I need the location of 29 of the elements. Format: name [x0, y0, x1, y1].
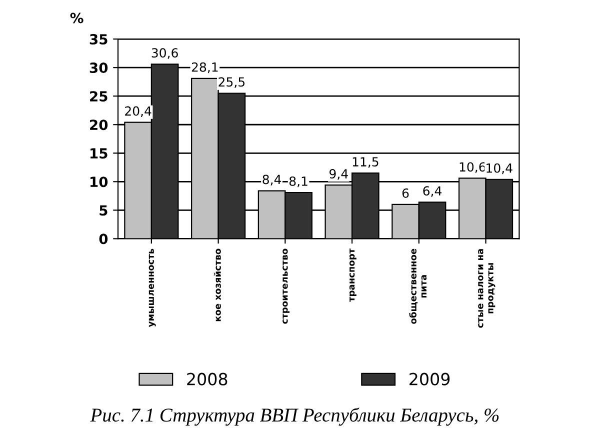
data-label: 28,1 [192, 62, 218, 74]
y-tick-label: 30 [90, 62, 108, 74]
data-label: 11,5 [352, 157, 378, 168]
data-label: 6,4 [423, 186, 442, 197]
y-tick-label: 15 [90, 148, 108, 159]
data-label: 9,4 [330, 169, 348, 180]
y-tick-label: 25 [90, 91, 108, 102]
data-label: 8,1 [289, 176, 308, 188]
text: Рис. 7.1 Структура ВВП Республики Беларусь, % [90, 408, 499, 426]
data-label: 10,4 [486, 163, 512, 174]
legend-label: 2008 [187, 372, 228, 386]
data-label: 20,4 [125, 106, 152, 118]
data-label: 6 [402, 188, 409, 198]
y-tick-label: 20 [90, 120, 108, 130]
y-axis-title: % [70, 12, 84, 24]
x-tick-label: кое хозяйство [214, 248, 221, 322]
y-tick-label: 10 [90, 176, 108, 188]
data-label: 8,4 [262, 174, 282, 186]
x-tick-label: умышленность [148, 248, 156, 328]
y-tick-label: 35 [90, 34, 108, 45]
data-label: 30,6 [152, 48, 178, 59]
x-tick-label: транспорт [349, 248, 356, 302]
legend-label: 2009 [410, 372, 450, 386]
y-tick-label: 0 [99, 234, 108, 244]
x-tick-label: общественное пита [409, 248, 427, 324]
y-tick-label: 5 [100, 205, 108, 216]
x-tick-label: стые налоги на продукты [478, 249, 496, 328]
data-label: 25,5 [218, 77, 244, 88]
x-tick-label: строительство [282, 248, 290, 324]
